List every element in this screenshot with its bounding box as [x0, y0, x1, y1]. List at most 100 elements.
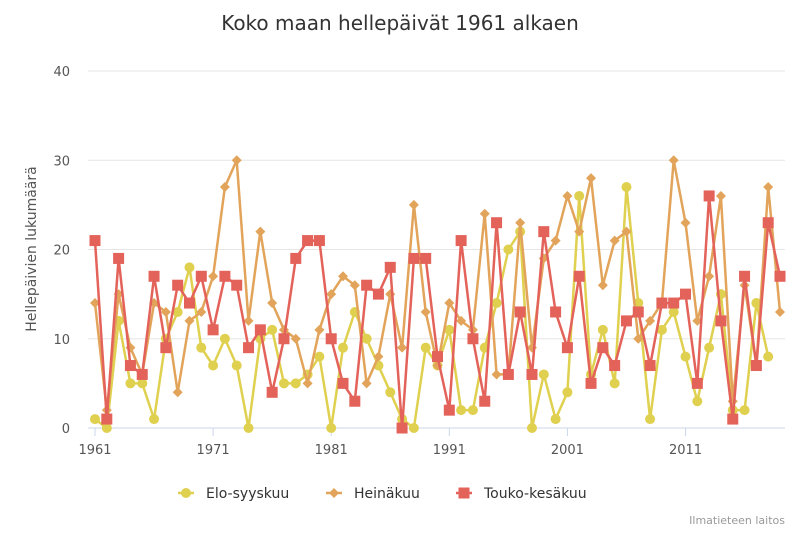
data-point[interactable]	[231, 279, 243, 291]
data-point[interactable]	[267, 298, 278, 309]
data-point[interactable]	[408, 199, 419, 210]
data-point[interactable]	[420, 342, 431, 353]
data-point[interactable]	[621, 182, 632, 193]
data-point[interactable]	[372, 288, 384, 300]
data-point[interactable]	[361, 333, 372, 344]
data-point[interactable]	[715, 190, 726, 201]
data-point[interactable]	[361, 279, 373, 291]
data-point[interactable]	[325, 333, 337, 345]
data-point[interactable]	[538, 369, 549, 380]
data-point[interactable]	[550, 306, 562, 318]
data-point[interactable]	[408, 252, 420, 264]
data-point[interactable]	[562, 387, 573, 398]
data-point[interactable]	[680, 351, 691, 362]
data-point[interactable]	[774, 270, 786, 282]
data-point[interactable]	[208, 360, 219, 371]
data-point[interactable]	[195, 270, 207, 282]
data-point[interactable]	[267, 324, 278, 335]
data-point[interactable]	[609, 235, 620, 246]
data-point[interactable]	[491, 298, 502, 309]
data-point[interactable]	[739, 405, 750, 416]
legend-marker[interactable]	[458, 487, 470, 499]
data-point[interactable]	[609, 378, 620, 389]
data-point[interactable]	[692, 396, 703, 407]
data-point[interactable]	[266, 386, 278, 398]
data-point[interactable]	[254, 324, 266, 336]
data-point[interactable]	[750, 360, 762, 372]
data-point[interactable]	[715, 315, 727, 327]
data-point[interactable]	[219, 333, 230, 344]
legend-item[interactable]: Elo-syyskuu	[178, 486, 289, 502]
data-point[interactable]	[196, 306, 207, 317]
data-point[interactable]	[444, 298, 455, 309]
data-point[interactable]	[456, 405, 467, 416]
legend[interactable]: Elo-syyskuu Heinäkuu Touko-kesäkuu	[178, 486, 587, 502]
data-point[interactable]	[609, 360, 621, 372]
data-point[interactable]	[585, 377, 597, 389]
data-point[interactable]	[243, 423, 254, 433]
data-point[interactable]	[231, 155, 242, 166]
data-point[interactable]	[668, 155, 679, 166]
data-point[interactable]	[502, 368, 514, 380]
data-point[interactable]	[172, 387, 183, 398]
legend-item[interactable]: Touko-kesäkuu	[456, 486, 587, 502]
data-point[interactable]	[137, 378, 148, 389]
data-point[interactable]	[172, 306, 183, 317]
data-point[interactable]	[184, 262, 195, 273]
data-point[interactable]	[338, 271, 349, 282]
legend-marker[interactable]	[181, 488, 191, 498]
data-point[interactable]	[420, 306, 431, 317]
data-point[interactable]	[526, 368, 538, 380]
data-point[interactable]	[314, 351, 325, 362]
data-point[interactable]	[656, 324, 667, 335]
data-point[interactable]	[278, 333, 290, 345]
data-point[interactable]	[762, 217, 774, 229]
data-point[interactable]	[514, 306, 526, 318]
legend-item[interactable]: Heinäkuu	[326, 486, 420, 502]
data-point[interactable]	[597, 324, 608, 335]
data-point[interactable]	[632, 306, 644, 318]
data-point[interactable]	[290, 252, 302, 264]
data-point[interactable]	[420, 252, 432, 264]
data-point[interactable]	[704, 342, 715, 353]
data-point[interactable]	[479, 208, 490, 219]
data-point[interactable]	[668, 306, 679, 317]
data-point[interactable]	[574, 190, 585, 201]
data-point[interactable]	[467, 333, 479, 345]
data-point[interactable]	[349, 395, 361, 407]
data-point[interactable]	[597, 280, 608, 291]
data-point[interactable]	[290, 333, 301, 344]
data-point[interactable]	[314, 324, 325, 335]
data-point[interactable]	[703, 190, 715, 202]
data-point[interactable]	[148, 270, 160, 282]
data-point[interactable]	[208, 271, 219, 282]
data-point[interactable]	[550, 414, 561, 425]
data-point[interactable]	[479, 395, 491, 407]
data-point[interactable]	[219, 182, 230, 193]
data-point[interactable]	[467, 405, 478, 416]
data-point[interactable]	[526, 423, 537, 433]
data-point[interactable]	[763, 351, 774, 362]
data-point[interactable]	[349, 280, 360, 291]
data-point[interactable]	[515, 217, 526, 228]
data-point[interactable]	[644, 360, 656, 372]
data-point[interactable]	[455, 235, 467, 247]
data-point[interactable]	[89, 235, 101, 247]
data-point[interactable]	[373, 351, 384, 362]
data-point[interactable]	[384, 261, 396, 273]
data-point[interactable]	[385, 387, 396, 398]
data-point[interactable]	[326, 289, 337, 300]
data-point[interactable]	[763, 182, 774, 193]
data-point[interactable]	[196, 342, 207, 353]
data-point[interactable]	[443, 404, 455, 416]
data-point[interactable]	[739, 270, 751, 282]
data-point[interactable]	[503, 244, 514, 255]
data-point[interactable]	[124, 360, 136, 372]
data-point[interactable]	[597, 342, 609, 354]
data-point[interactable]	[491, 217, 503, 229]
data-point[interactable]	[149, 414, 160, 425]
data-point[interactable]	[656, 297, 668, 309]
data-point[interactable]	[574, 226, 585, 237]
data-point[interactable]	[645, 315, 656, 326]
data-point[interactable]	[255, 226, 266, 237]
